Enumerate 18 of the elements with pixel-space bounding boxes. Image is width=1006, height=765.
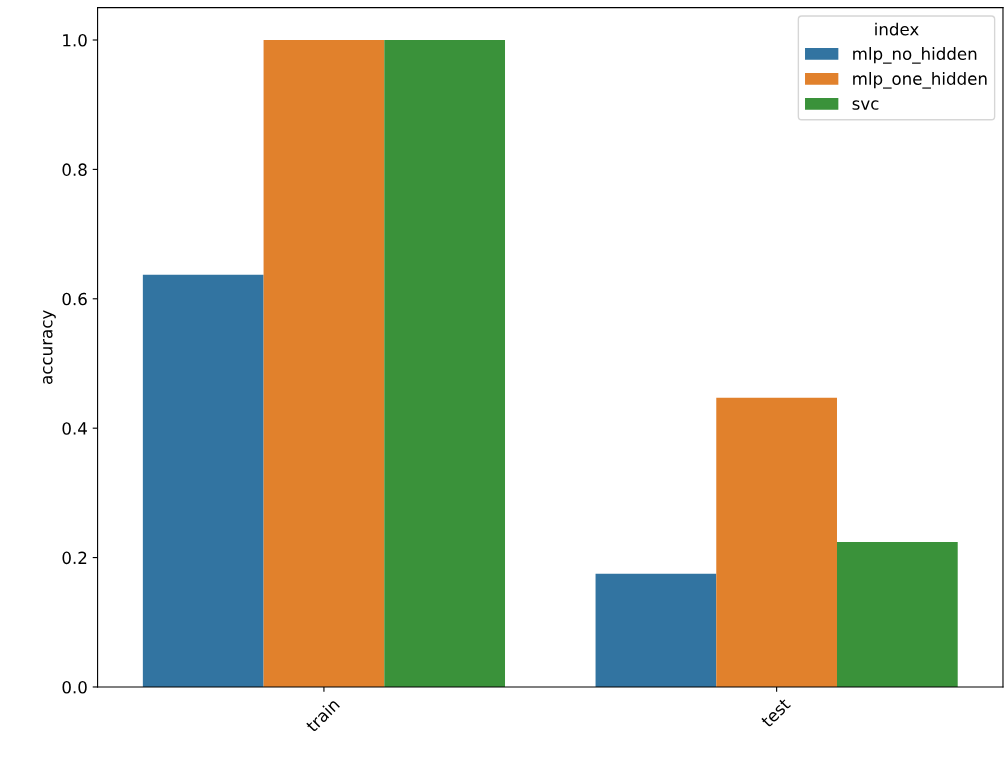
legend-label: mlp_one_hidden xyxy=(853,72,987,89)
bar xyxy=(263,40,385,687)
y-axis-title: accuracy xyxy=(43,310,56,384)
bar xyxy=(836,542,958,687)
bar xyxy=(384,40,506,687)
x-tick-label: test xyxy=(760,697,792,729)
y-tick-label: 0.2 xyxy=(62,551,87,565)
bar xyxy=(716,397,837,687)
y-tick-label: 0.6 xyxy=(62,292,87,306)
bar xyxy=(595,573,717,687)
legend-label: mlp_no_hidden xyxy=(853,47,977,64)
y-tick-label: 0.4 xyxy=(62,422,87,435)
legend-label: svc xyxy=(852,100,879,110)
y-tick-label: 0.8 xyxy=(62,163,87,176)
bar xyxy=(142,274,264,687)
y-tick-label: 0.0 xyxy=(62,680,87,694)
legend-title: index xyxy=(875,22,919,36)
y-tick-label: 1.0 xyxy=(63,33,87,47)
